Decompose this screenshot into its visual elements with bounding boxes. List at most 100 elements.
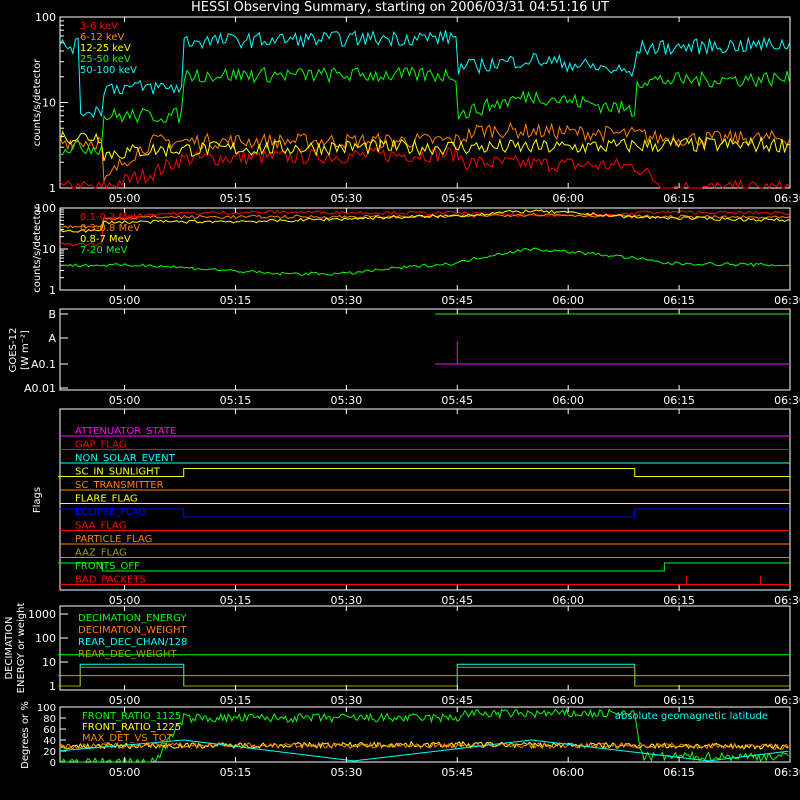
lc-lo-series-4 bbox=[59, 29, 791, 119]
flags-frame bbox=[59, 408, 791, 591]
decimation-xtick-label-6: 06:30 bbox=[774, 694, 800, 707]
lc-lo-series-3 bbox=[59, 66, 791, 156]
ratios-xtick-label-4: 06:00 bbox=[552, 766, 584, 779]
decimation-xtick-label-4: 06:00 bbox=[552, 694, 584, 707]
lc-hi-ytick-label-2: 100 bbox=[35, 202, 56, 215]
decimation-ytick-label-1: 10 bbox=[42, 656, 56, 669]
lc-lo-legend-4: 50-100 keV bbox=[80, 65, 137, 76]
lc-hi-xtick-label-2: 05:30 bbox=[331, 294, 363, 307]
decimation-legend-1: DECIMATION_WEIGHT bbox=[78, 625, 187, 636]
ratios-series-3 bbox=[59, 739, 789, 762]
lc-lo-ytick-label-2: 100 bbox=[35, 11, 56, 24]
goes-ylabel: GOES-12 bbox=[8, 328, 19, 373]
flag-label-4: SC_TRANSMITTER bbox=[75, 480, 164, 491]
ratios-series-1 bbox=[59, 740, 789, 751]
decimation-frame bbox=[59, 605, 791, 691]
flag-label-1: GAP_FLAG bbox=[75, 440, 127, 451]
decimation-xtick-label-5: 06:15 bbox=[663, 694, 695, 707]
ratios-legend-1: FRONT_RATIO_1225 bbox=[82, 722, 181, 733]
lc-hi-xtick-label-0: 05:00 bbox=[109, 294, 141, 307]
flag-line-10 bbox=[58, 562, 790, 572]
goes-xtick-label-1: 05:15 bbox=[220, 394, 252, 407]
lc-hi-xtick-label-6: 06:30 bbox=[774, 294, 800, 307]
goes-xtick-label-5: 06:15 bbox=[663, 394, 695, 407]
lc-lo-xtick-label-1: 05:15 bbox=[220, 192, 252, 205]
lc-hi-legend-2: 0.8-7 MeV bbox=[80, 234, 131, 245]
decimation-legend-3: REAR_DEC_WEIGHT bbox=[78, 649, 177, 660]
flags-xtick-label-1: 05:15 bbox=[220, 594, 252, 607]
decimation-ytick-label-2: 100 bbox=[35, 632, 56, 645]
dec-ylabel-2: ENERGY or weight bbox=[16, 603, 27, 694]
flag-label-6: ECLIPSE_FLAG bbox=[75, 507, 146, 518]
dec-ylabel-1: DECIMATION bbox=[4, 616, 15, 679]
decimation-xtick-label-0: 05:00 bbox=[109, 694, 141, 707]
goes-frame bbox=[59, 308, 791, 391]
ratios-ytick-label-5: 100 bbox=[37, 703, 56, 714]
flags-xtick-label-5: 06:15 bbox=[663, 594, 695, 607]
lc-hi-series-3 bbox=[59, 247, 790, 276]
goes-ylabel-units: [W m⁻²] bbox=[20, 330, 31, 370]
lc-hi-series-2 bbox=[59, 209, 790, 233]
decimation-series-3 bbox=[58, 666, 790, 687]
flag-label-7: SAA_FLAG bbox=[75, 521, 126, 532]
ratios-ytick-label-2: 40 bbox=[43, 736, 56, 747]
flag-label-11: BAD_PACKETS bbox=[75, 575, 146, 586]
flag-label-10: FRONTS_OFF bbox=[75, 561, 140, 572]
goes-ytick-label-2: A bbox=[48, 332, 56, 345]
flags-ylabel: Flags bbox=[32, 487, 43, 513]
lc-lo-legend-1: 6-12 keV bbox=[80, 32, 124, 43]
lc-hi-legend-1: 0.3-0.8 MeV bbox=[80, 223, 140, 234]
flag-line-3 bbox=[58, 468, 790, 477]
goes-xtick-label-2: 05:30 bbox=[331, 394, 363, 407]
lc-hi-xtick-label-4: 06:00 bbox=[552, 294, 584, 307]
lc-lo-legend-0: 3-6 keV bbox=[80, 21, 118, 32]
lc-hi-xtick-label-1: 05:15 bbox=[220, 294, 252, 307]
flags-xtick-label-3: 05:45 bbox=[441, 594, 473, 607]
lc-hi-ytick-label-0: 1 bbox=[49, 284, 56, 297]
decimation-ytick-label-0: 1 bbox=[49, 680, 56, 693]
lc-lo-xtick-label-4: 06:00 bbox=[552, 192, 584, 205]
goes-xtick-label-3: 05:45 bbox=[441, 394, 473, 407]
goes-ytick-label-1: A0.1 bbox=[31, 358, 56, 371]
ratios-ytick-label-4: 80 bbox=[43, 714, 56, 725]
ratios-xtick-label-3: 05:45 bbox=[441, 766, 473, 779]
flags-xtick-label-6: 06:30 bbox=[774, 594, 800, 607]
ratios-series-2 bbox=[59, 741, 789, 750]
flag-label-9: AAZ_FLAG bbox=[75, 548, 127, 559]
lc-lo-series-0 bbox=[59, 146, 791, 190]
flags-xtick-label-2: 05:30 bbox=[331, 594, 363, 607]
lc-lo-xtick-label-6: 06:30 bbox=[774, 192, 800, 205]
lc-hi-xtick-label-3: 05:45 bbox=[441, 294, 473, 307]
flag-label-5: FLARE_FLAG bbox=[75, 494, 138, 505]
lc-hi-legend-0: 0.1-0.3 MeV bbox=[80, 212, 140, 223]
flag-label-2: NON_SOLAR_EVENT bbox=[75, 453, 176, 464]
goes-xtick-label-0: 05:00 bbox=[109, 394, 141, 407]
ratios-frame bbox=[59, 706, 791, 763]
goes-xtick-label-6: 06:30 bbox=[774, 394, 800, 407]
lc-lo-ytick-label-0: 1 bbox=[49, 182, 56, 195]
flags-xtick-label-4: 06:00 bbox=[552, 594, 584, 607]
flag-label-8: PARTICLE_FLAG bbox=[75, 534, 152, 545]
ratios-xtick-label-0: 05:00 bbox=[109, 766, 141, 779]
lc-lo-ytick-label-1: 10 bbox=[42, 97, 56, 110]
ratios-xtick-label-2: 05:30 bbox=[331, 766, 363, 779]
lc-hi-legend-3: 7-20 MeV bbox=[80, 245, 128, 256]
decimation-xtick-label-1: 05:15 bbox=[220, 694, 252, 707]
lc-lo-ylabel: counts/s/detector bbox=[32, 58, 43, 146]
lc-lo-legend-3: 25-50 keV bbox=[80, 54, 131, 65]
lc-hi-ytick-label-1: 10 bbox=[42, 243, 56, 256]
decimation-xtick-label-3: 05:45 bbox=[441, 694, 473, 707]
ratios-legend-0: FRONT_RATIO_1125 bbox=[82, 711, 181, 722]
lc-hi-xtick-label-5: 06:15 bbox=[663, 294, 695, 307]
goes-ytick-label-3: B bbox=[48, 308, 56, 321]
lc-hi-series-0 bbox=[59, 209, 790, 247]
lc-lo-xtick-label-0: 05:00 bbox=[109, 192, 141, 205]
flag-line-6 bbox=[58, 508, 790, 518]
ratios-ytick-label-0: 0 bbox=[50, 758, 56, 769]
lc-lo-series-2 bbox=[59, 130, 790, 162]
ratios-xtick-label-6: 06:30 bbox=[774, 766, 800, 779]
chart-title: HESSI Observing Summary, starting on 200… bbox=[191, 0, 609, 15]
lc-hi-ylabel: counts/s/detector bbox=[32, 204, 43, 292]
decimation-legend-2: REAR_DEC_CHAN/128 bbox=[78, 637, 187, 648]
